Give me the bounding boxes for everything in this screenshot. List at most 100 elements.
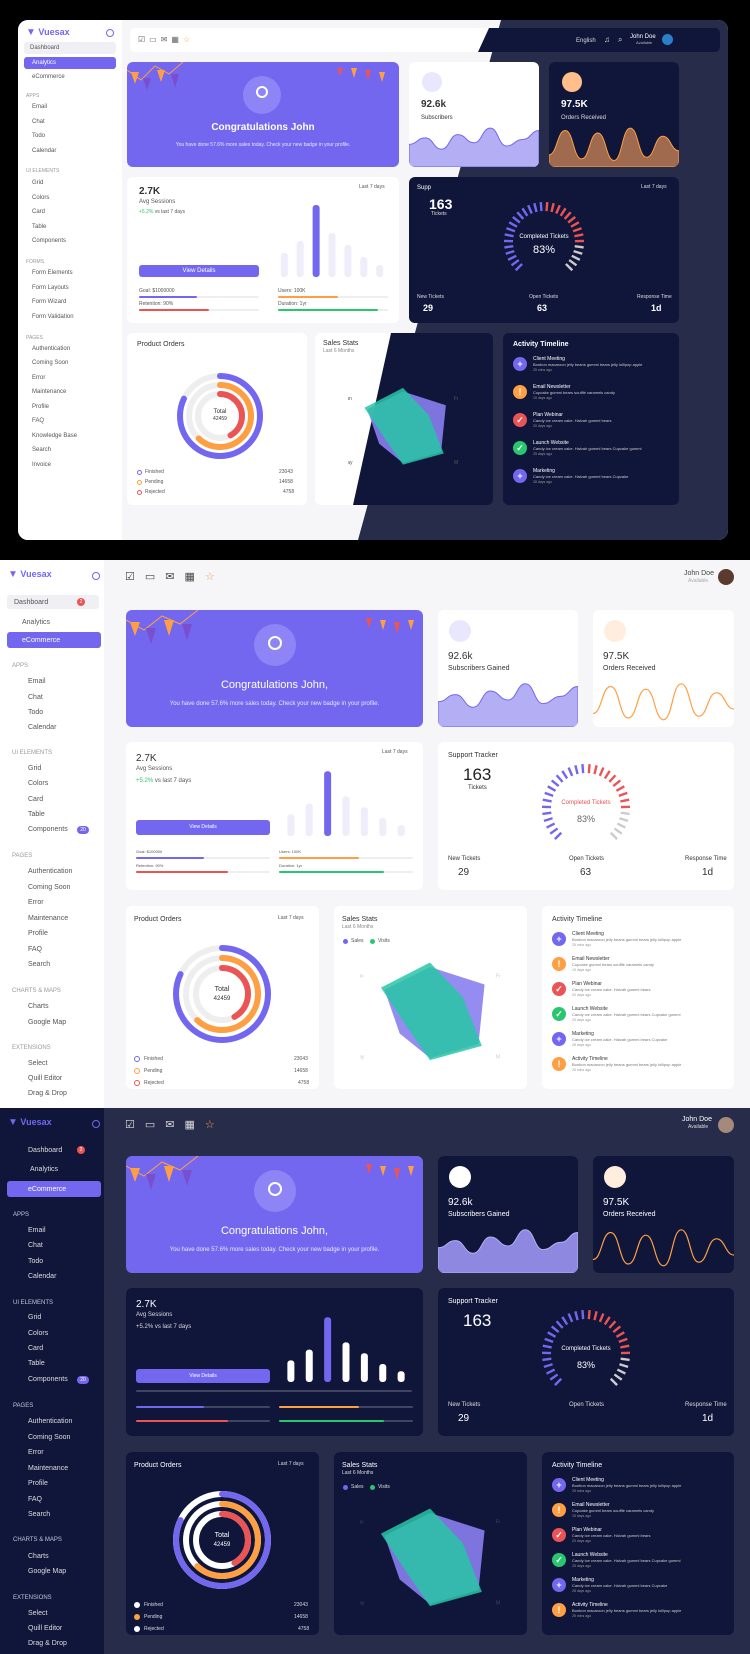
view-details-button[interactable]: View Details [136,820,270,835]
sidebar-item-dashboard[interactable] [24,42,116,54]
sidebar-item-table[interactable]: Table [32,224,47,230]
sidebar-item-select[interactable]: Select [28,1610,48,1617]
sidebar-item-ecommerce[interactable] [7,632,101,648]
sidebar-item-analytics[interactable] [24,57,116,69]
sidebar-item-email[interactable]: Email [28,678,46,685]
product-period-dropdown[interactable]: Last 7 days [278,1461,304,1467]
navbar-shortcuts[interactable]: ☑▭✉▦☆ [125,571,225,583]
sidebar-item-error[interactable]: Error [32,375,46,381]
sidebar-item-colors[interactable]: Colors [32,195,50,201]
view-details-button[interactable]: View Details [139,265,259,277]
sidebar-item-dashboard[interactable] [7,595,99,609]
sidebar-item-table[interactable]: Table [28,1360,45,1367]
gauge-tick [512,216,521,224]
timeline-item-text: Bonbon macaroon jelly beans gummi bears … [572,1062,682,1067]
sidebar-item-grid[interactable]: Grid [28,1314,42,1321]
sidebar-item-select[interactable]: Select [28,1060,48,1067]
sidebar-item-coming-soon[interactable]: Coming Soon [28,1434,71,1441]
sidebar-item-profile[interactable]: Profile [28,1480,48,1487]
view-details-button[interactable]: View Details [136,1369,270,1383]
sidebar-item-form-layouts[interactable]: Form Layouts [32,285,69,291]
sidebar-item-drag-drop[interactable]: Drag & Drop [28,1640,67,1647]
sidebar-item-search[interactable]: Search [28,1511,51,1518]
sidebar-item-faq[interactable]: FAQ [28,946,43,953]
support-period-dropdown[interactable]: Last 7 days [641,184,667,190]
sidebar-item-card[interactable]: Card [28,796,44,803]
language-selector[interactable]: English [576,38,596,44]
sidebar-item-form-elements[interactable]: Form Elements [32,270,73,276]
sidebar-item-maintenance[interactable]: Maintenance [28,1465,69,1472]
sidebar-item-components[interactable]: Components [32,238,67,244]
sidebar-item-knowledge-base[interactable]: Knowledge Base [32,433,78,439]
sidebar-item-error[interactable]: Error [28,899,44,906]
sessions-period-dropdown[interactable]: Last 7 days [359,184,385,190]
sidebar-item-todo[interactable]: Todo [28,1258,44,1265]
legend-visits-icon [370,939,375,944]
sidebar-item-invoice[interactable]: Invoice [32,462,52,468]
sidebar-item-charts[interactable]: Charts [28,1003,49,1010]
sidebar-item-colors[interactable]: Colors [28,1330,49,1337]
sidebar-item-chat[interactable]: Chat [32,119,45,125]
sidebar-item-grid[interactable]: Grid [28,765,42,772]
sidebar-item-colors[interactable]: Colors [28,780,49,787]
sidebar-item-chat[interactable]: Chat [28,694,43,701]
sidebar-item-authentication[interactable]: Authentication [28,1418,73,1425]
sidebar-item-profile[interactable]: Profile [32,404,50,410]
sidebar-item-dashboard[interactable]: Dashboard [28,1147,63,1154]
users-progress-fill [279,1406,359,1408]
sidebar-item-faq[interactable]: FAQ [28,1496,43,1503]
sidebar-item-drag-drop[interactable]: Drag & Drop [28,1090,67,1097]
sidebar-item-coming-soon[interactable]: Coming Soon [28,884,71,891]
avatar[interactable] [718,569,734,585]
sidebar-item-google-map[interactable]: Google Map [28,1019,67,1026]
sidebar-item-calendar[interactable]: Calendar [32,148,57,154]
sidebar-item-profile[interactable]: Profile [28,930,48,937]
sidebar-item-search[interactable]: Search [32,447,52,453]
sidebar-item-todo[interactable]: Todo [32,133,46,139]
sidebar-item-charts[interactable]: Charts [28,1553,49,1560]
timeline-item-text: Cupcake gummi bears soufflé caramels can… [533,390,615,395]
sidebar-item-coming-soon[interactable]: Coming Soon [32,360,69,366]
collapse-toggle-icon[interactable] [92,1120,100,1128]
sidebar-item-components[interactable]: Components [28,1376,68,1383]
sidebar-item-ecommerce[interactable] [7,1181,101,1197]
sidebar-item-components[interactable]: Components [28,826,68,833]
sidebar-item-calendar[interactable]: Calendar [28,1273,57,1280]
sidebar-item-form-wizard[interactable]: Form Wizard [32,299,67,305]
sidebar-item-analytics[interactable]: Analytics [22,619,51,626]
sidebar-item-authentication[interactable]: Authentication [32,346,71,352]
sidebar-item-faq[interactable]: FAQ [32,418,45,424]
sidebar-item-email[interactable]: Email [32,104,48,110]
sidebar-item-card[interactable]: Card [32,209,46,215]
sidebar-item-maintenance[interactable]: Maintenance [28,915,69,922]
sidebar-item-quill-editor[interactable]: Quill Editor [28,1075,63,1082]
sidebar-item-table[interactable]: Table [28,811,45,818]
sidebar-item-search[interactable]: Search [28,961,51,968]
sessions-change-value: +5.2% [136,778,154,784]
sidebar-item-quill-editor[interactable]: Quill Editor [28,1625,63,1632]
sidebar-item-chat[interactable]: Chat [28,1242,43,1249]
sidebar-item-card[interactable]: Card [28,1345,44,1352]
sidebar-item-email[interactable]: Email [28,1227,46,1234]
sidebar-item-analytics[interactable]: Analytics [30,1166,59,1173]
navbar-shortcuts[interactable]: ☑▭✉▦☆ [125,1119,225,1131]
sidebar-item-google-map[interactable]: Google Map [28,1568,67,1575]
bell-icon[interactable]: ♫ [604,35,610,44]
sidebar-item-maintenance[interactable]: Maintenance [32,389,67,395]
sidebar-item-calendar[interactable]: Calendar [28,724,57,731]
sidebar-item-ecommerce[interactable]: eCommerce [32,74,65,80]
sessions-period-dropdown[interactable]: Last 7 days [382,749,408,755]
sidebar-item-grid[interactable]: Grid [32,180,44,186]
sidebar-item-error[interactable]: Error [28,1449,44,1456]
search-icon[interactable]: ⌕ [618,35,623,44]
avatar[interactable] [718,1117,734,1133]
product-period-dropdown[interactable]: Last 7 days [278,915,304,921]
collapse-toggle-icon[interactable] [106,29,114,37]
collapse-toggle-icon[interactable] [92,572,100,580]
sidebar-item-form-validation[interactable]: Form Validation [32,314,74,320]
sidebar-item-todo[interactable]: Todo [28,709,44,716]
avatar[interactable] [662,34,673,45]
navbar-shortcuts[interactable]: ☑▭✉▦☆ [138,35,195,44]
sidebar-item-authentication[interactable]: Authentication [28,868,73,875]
radar-axis-label: May [348,460,353,466]
